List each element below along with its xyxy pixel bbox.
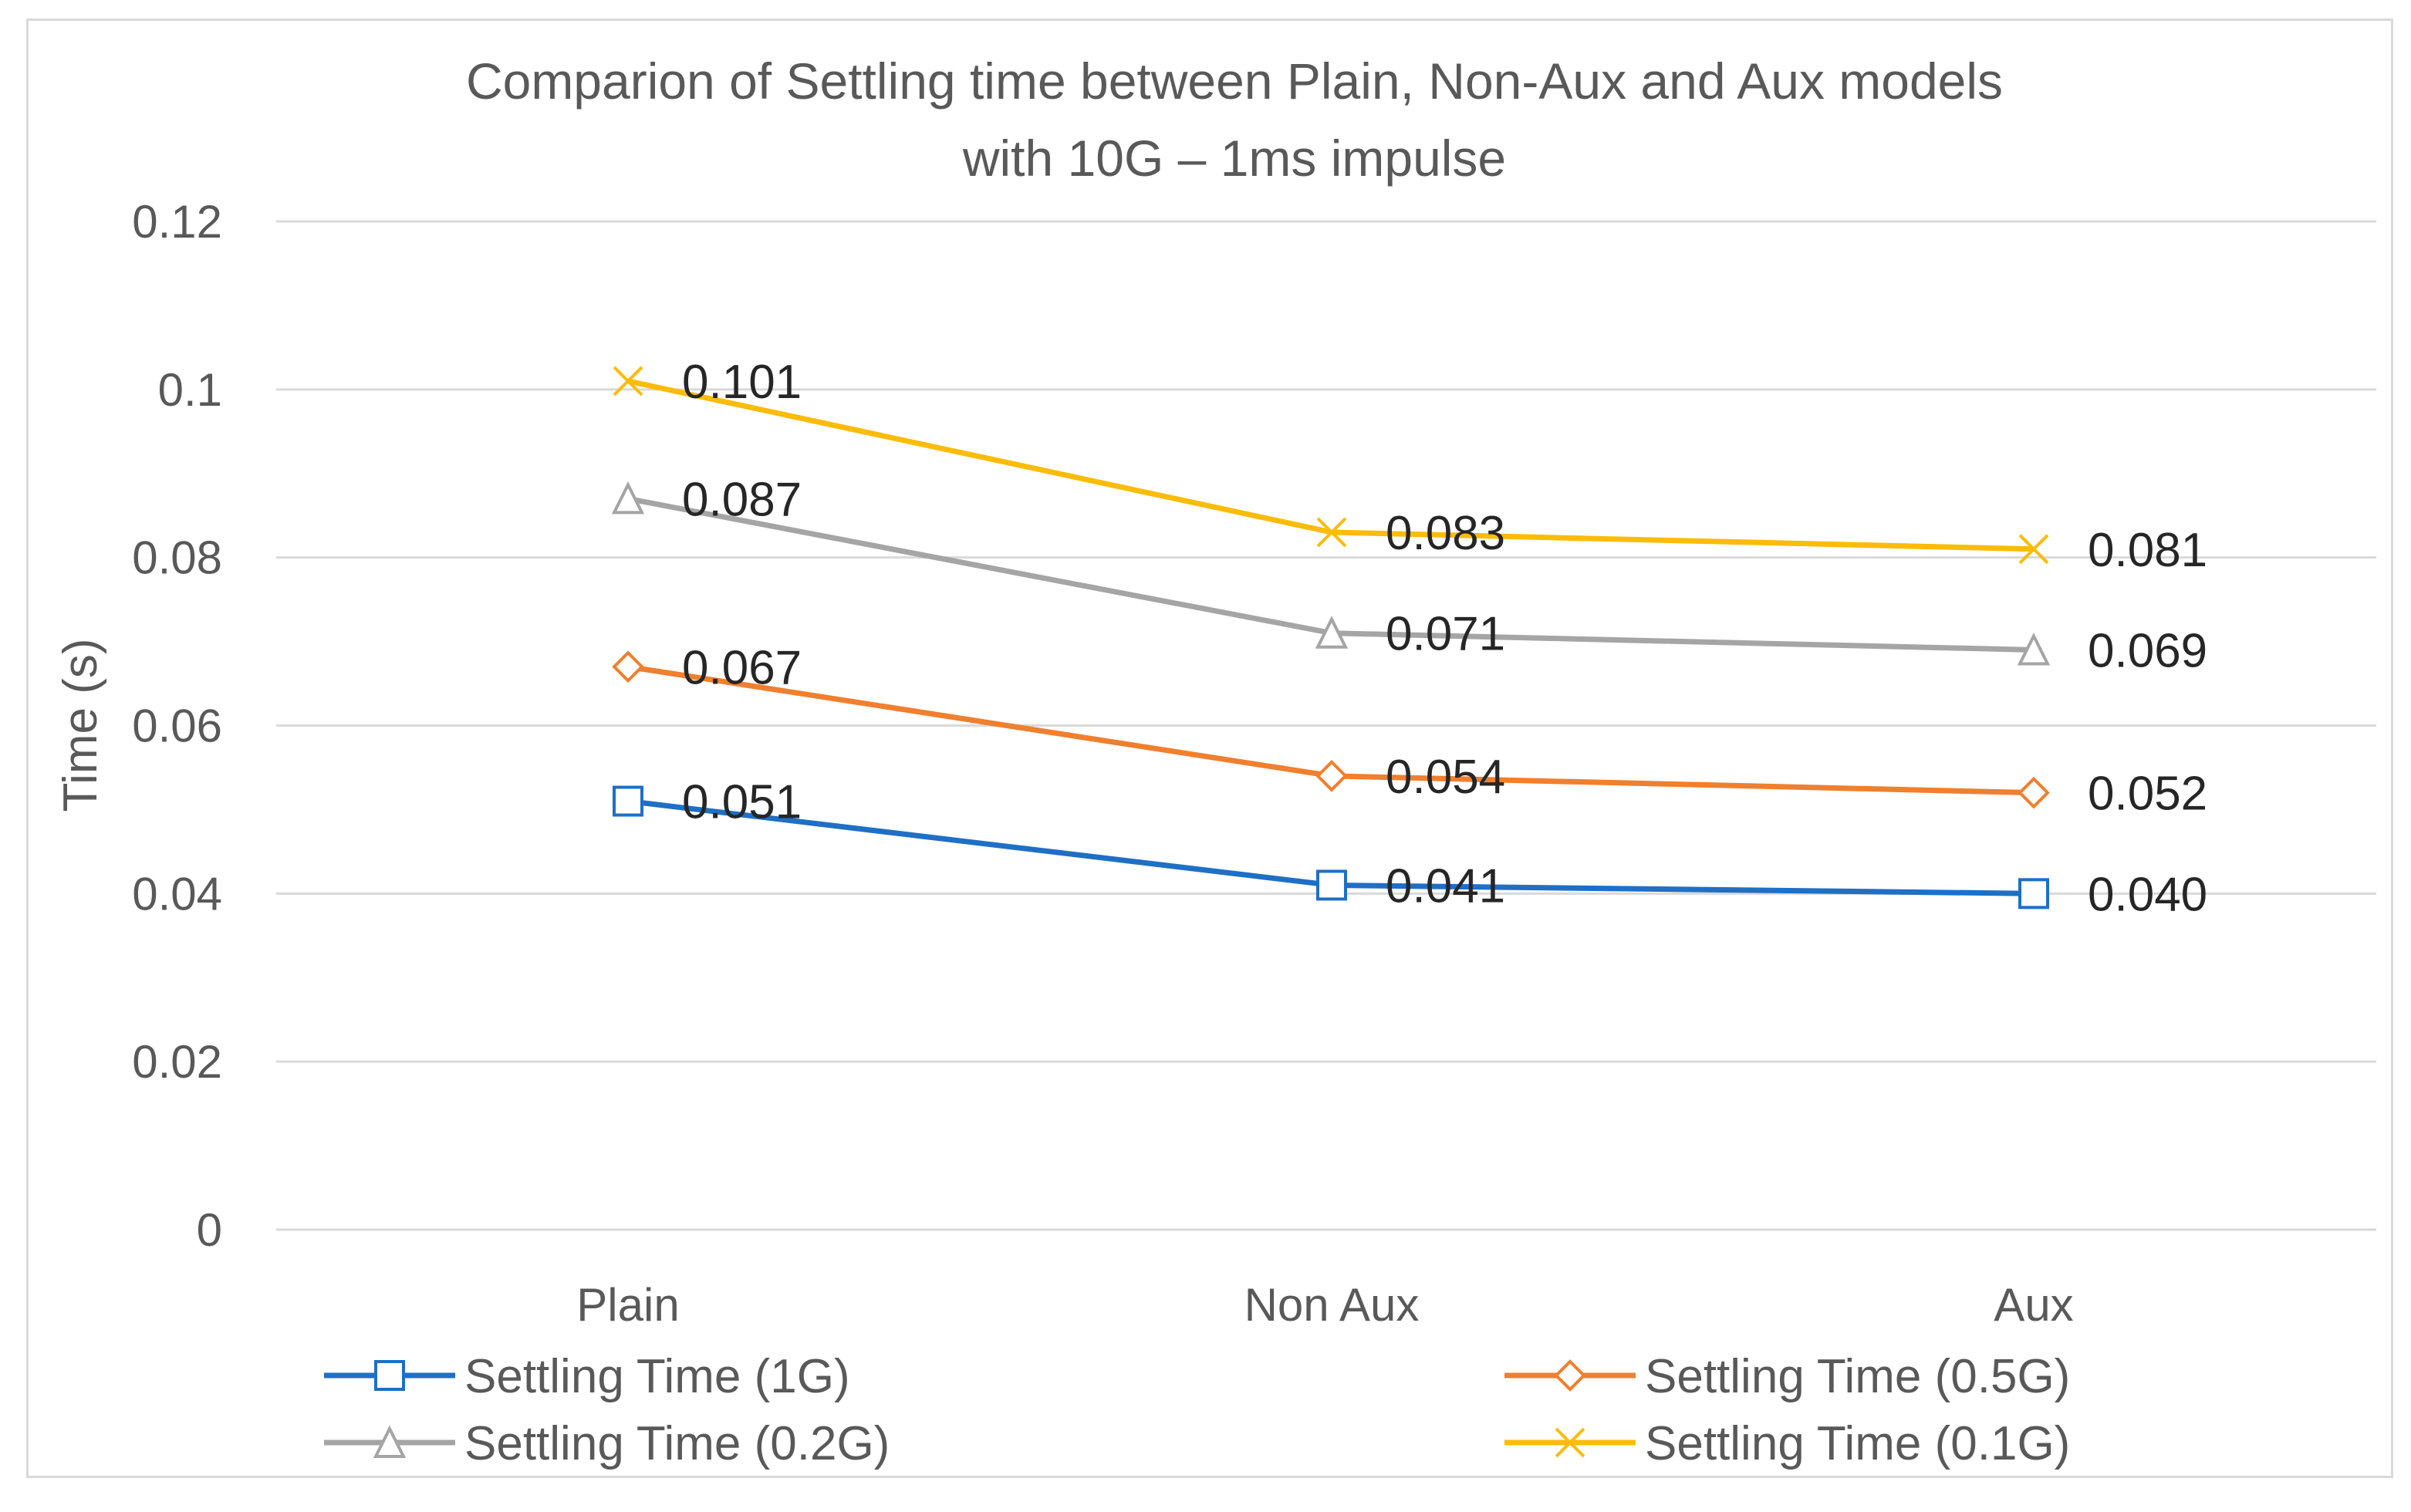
data-point — [1318, 871, 1346, 899]
series-2: 0.087 0.071 0.069 — [614, 473, 2207, 677]
legend-item: Settling Time (0.2G) — [324, 1417, 890, 1470]
data-point — [614, 653, 642, 680]
x-axis-categories: Plain Non Aux Aux — [576, 1279, 2073, 1331]
data-label: 0.081 — [2088, 524, 2207, 577]
data-label: 0.041 — [1386, 859, 1505, 913]
legend-marker — [376, 1362, 404, 1389]
y-tick-label: 0.02 — [132, 1036, 222, 1088]
data-point — [614, 788, 642, 815]
x-category-label: Plain — [576, 1279, 679, 1331]
legend-label: Settling Time (0.5G) — [1645, 1350, 2070, 1403]
chart-title-line-2: with 10G – 1ms impulse — [962, 130, 1506, 187]
y-tick-label: 0.12 — [132, 196, 222, 248]
data-label: 0.083 — [1386, 507, 1505, 560]
series-layer: 0.051 0.041 0.040 0.067 0.054 0.052 0.087 0.071… — [614, 356, 2207, 921]
gridlines — [276, 221, 2376, 1230]
data-label: 0.071 — [1386, 608, 1505, 661]
data-point — [2020, 879, 2048, 907]
y-axis-title: Time (s) — [54, 639, 107, 812]
y-tick-label: 0.06 — [132, 700, 222, 752]
x-category-label: Non Aux — [1244, 1279, 1420, 1331]
legend-item: Settling Time (0.5G) — [1504, 1350, 2070, 1403]
x-category-label: Aux — [1994, 1279, 2073, 1331]
y-tick-label: 0.04 — [132, 868, 222, 920]
series-1: 0.067 0.054 0.052 — [614, 641, 2207, 820]
y-tick-label: 0.08 — [132, 532, 222, 584]
legend: Settling Time (1G) Settling Time (0.5G) Se… — [324, 1350, 2070, 1470]
legend-item: Settling Time (0.1G) — [1504, 1417, 2070, 1470]
chart-title: Comparion of Settling time between Plain… — [466, 52, 2003, 187]
data-label: 0.101 — [682, 356, 802, 409]
data-label: 0.087 — [682, 473, 802, 526]
data-point — [2020, 779, 2048, 807]
y-axis-ticks: 0 0.02 0.04 0.06 0.08 0.1 0.12 — [132, 196, 222, 1256]
data-label: 0.054 — [1386, 751, 1505, 804]
legend-item: Settling Time (1G) — [324, 1350, 850, 1403]
chart-title-line-1: Comparion of Settling time between Plain… — [466, 52, 2003, 110]
y-tick-label: 0.1 — [158, 364, 222, 416]
data-label: 0.069 — [2088, 624, 2207, 677]
legend-label: Settling Time (0.2G) — [464, 1417, 890, 1470]
data-label: 0.040 — [2088, 868, 2207, 921]
data-label: 0.051 — [682, 776, 802, 829]
data-label: 0.052 — [2088, 768, 2207, 821]
y-tick-label: 0 — [197, 1204, 222, 1256]
legend-label: Settling Time (1G) — [464, 1350, 850, 1403]
data-point — [1318, 762, 1346, 790]
data-label: 0.067 — [682, 641, 802, 694]
legend-marker — [1556, 1362, 1584, 1389]
series-line — [628, 381, 2034, 549]
legend-label: Settling Time (0.1G) — [1645, 1417, 2070, 1470]
